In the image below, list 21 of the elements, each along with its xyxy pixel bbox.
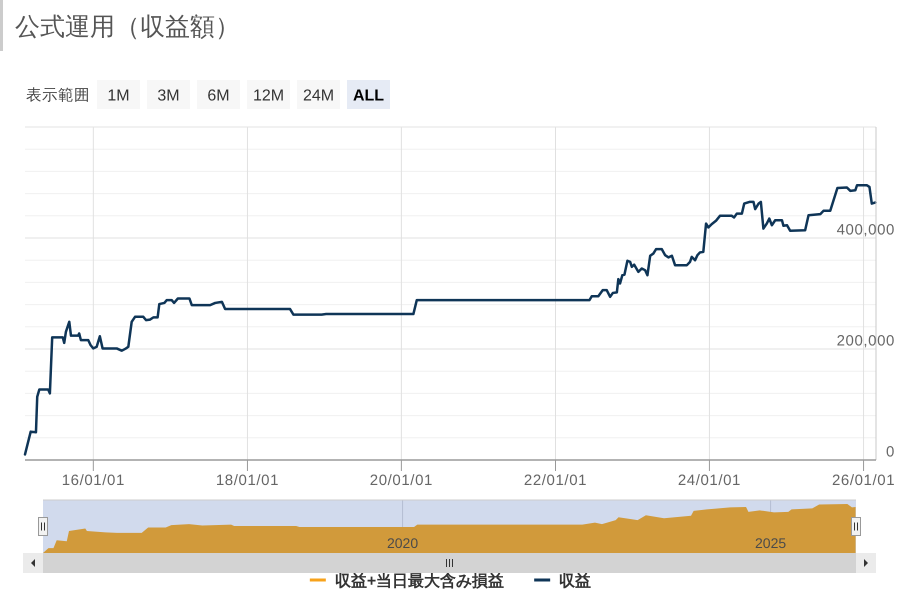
x-tick-label: 16/01/01 <box>62 472 125 489</box>
x-tick-label: 2020 <box>386 535 418 551</box>
range-button: 3M <box>147 80 190 109</box>
chart-title: 公式運用（収益額） <box>15 13 240 41</box>
x-tick-label: 2025 <box>755 535 786 551</box>
legend-label: 収益+当日最大含み損益 <box>334 572 504 590</box>
legend-label: 収益 <box>559 572 592 590</box>
x-tick-label: 20/01/01 <box>370 472 433 489</box>
range-button: 24M <box>297 80 340 109</box>
y-tick-label: 200,000 <box>836 332 895 350</box>
x-tick-label: 22/01/01 <box>524 472 588 489</box>
y-tick-label: 0 <box>886 444 895 460</box>
range-button: ALL <box>347 80 390 109</box>
x-tick-label: 24/01/01 <box>678 472 742 489</box>
x-tick-label: 26/01/01 <box>832 472 896 489</box>
x-tick-label: 18/01/01 <box>216 472 280 489</box>
y-tick-label: 400,000 <box>836 222 895 238</box>
range-button: 1M <box>97 80 140 109</box>
range-button: 12M <box>247 80 290 109</box>
range-button: 6M <box>197 80 240 109</box>
text: 表示範囲 <box>26 86 90 104</box>
